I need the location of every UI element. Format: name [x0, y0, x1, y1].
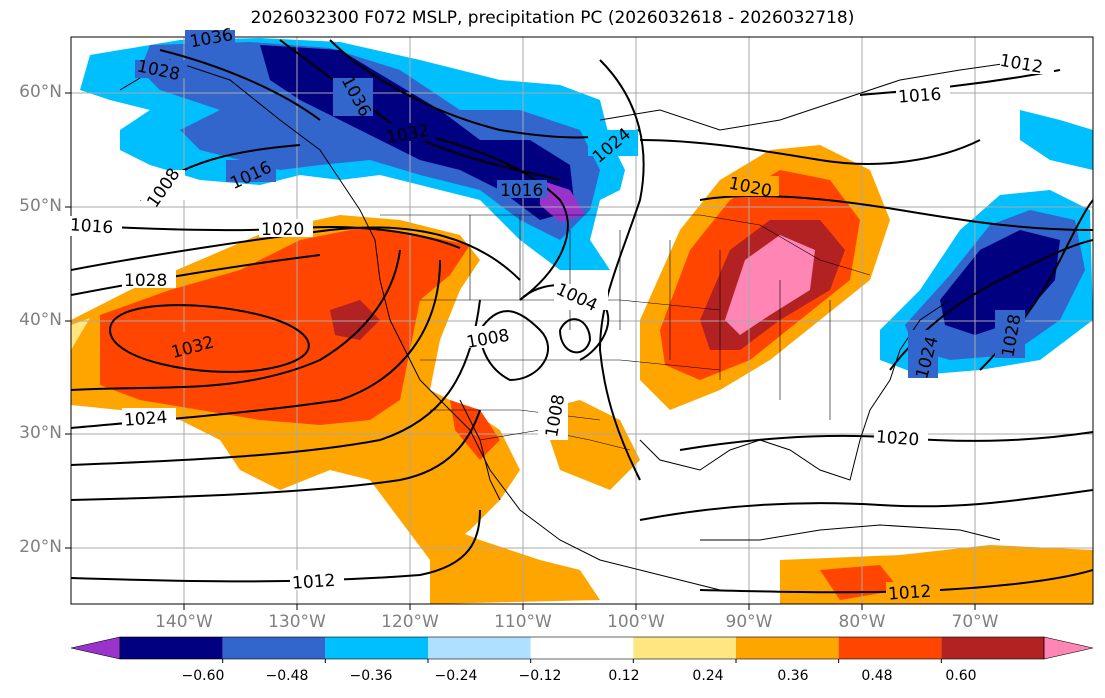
lon-label: 140°W — [155, 612, 213, 632]
positive-precip-area-tropics — [390, 400, 1093, 604]
colorbar-tick: −0.36 — [349, 668, 393, 684]
coastlines — [119, 59, 1031, 591]
isobar-label: 1016 — [69, 215, 114, 238]
lat-label: 50°N — [19, 196, 62, 216]
positive-precip-area-pacific — [71, 215, 520, 560]
colorbar-segment — [736, 637, 839, 659]
lat-label: 60°N — [19, 82, 62, 102]
colorbar-segment — [633, 637, 736, 659]
isobar-label: 1024 — [123, 408, 168, 431]
colorbar-tick: −0.12 — [518, 668, 562, 684]
colorbar-tick: −0.60 — [181, 668, 225, 684]
lon-label: 110°W — [494, 612, 552, 632]
colorbar-segment — [941, 637, 1044, 659]
colorbar-tick: 0.48 — [861, 668, 893, 684]
isobar-label: 1020 — [261, 220, 304, 240]
isobar-label-group: 1036 1028 1036 1032 1024 1016 1008 1016 … — [68, 25, 1054, 605]
map-title: 2026032300 F072 MSLP, precipitation PC (… — [250, 8, 855, 28]
colorbar-segment — [120, 637, 223, 659]
colorbar-segment — [530, 637, 634, 659]
lon-label: 70°W — [951, 612, 999, 632]
colorbar-frame — [119, 636, 1045, 660]
colorbar-segment — [325, 637, 428, 659]
isobar-label: 1028 — [124, 271, 167, 291]
lat-label: 40°N — [19, 310, 62, 330]
colorbar-extend-low — [70, 636, 121, 660]
political-borders — [380, 214, 871, 451]
colorbar-extend-high — [1043, 636, 1094, 660]
negative-precip-area-northeast — [880, 110, 1093, 375]
lat-label: 20°N — [19, 537, 62, 557]
colorbar-tick: −0.24 — [434, 668, 478, 684]
colorbar-segment — [838, 637, 942, 659]
colorbar-tick: −0.48 — [265, 668, 309, 684]
isobar-label: 1012 — [887, 582, 932, 605]
lon-label: 90°W — [725, 612, 773, 632]
axis-ticks — [65, 92, 976, 610]
isobar-label: 1016 — [898, 85, 943, 108]
colorbar-tick: 0.24 — [692, 668, 724, 684]
colorbar-tick: 0.36 — [777, 668, 809, 684]
lat-label: 30°N — [19, 423, 62, 443]
isobar-label: 1012 — [292, 571, 337, 594]
lon-label: 120°W — [381, 612, 439, 632]
lon-label: 100°W — [607, 612, 665, 632]
colorbar-tick: 0.60 — [945, 668, 977, 684]
lon-label: 80°W — [838, 612, 886, 632]
colorbar-segment — [222, 637, 326, 659]
colorbar-tick: 0.12 — [608, 668, 640, 684]
lon-label: 130°W — [268, 612, 326, 632]
isobar-label: 1020 — [875, 427, 920, 450]
positive-precip-area-great-lakes — [640, 145, 890, 410]
isobar-label: 1016 — [500, 181, 543, 201]
colorbar-segment — [428, 637, 531, 659]
